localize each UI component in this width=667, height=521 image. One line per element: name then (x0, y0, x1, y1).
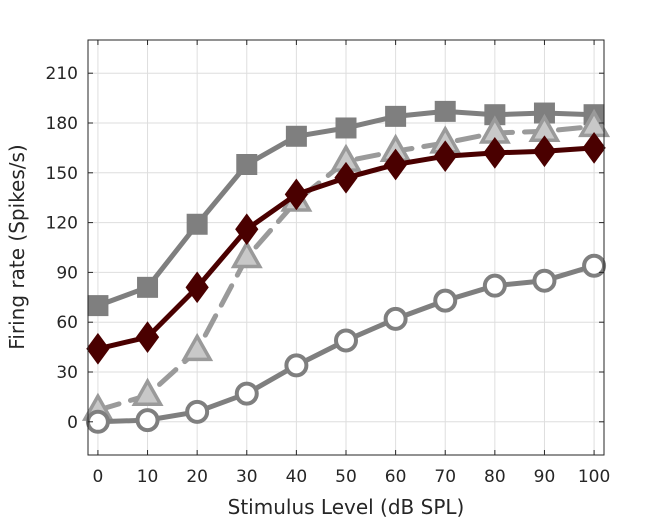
data-point-circle (532, 268, 557, 293)
data-point-diamond (235, 213, 259, 246)
x-tick-label: 70 (434, 467, 456, 487)
data-point-square (236, 154, 258, 175)
data-point-circle (234, 381, 259, 406)
data-point-square (186, 213, 208, 235)
data-point-circle (433, 288, 458, 313)
y-tick-label: 0 (67, 413, 78, 433)
tick-layer: 0 10 20 30 40 50 60 70 80 90 100 0 30 60 90 120 150 180 21… (46, 40, 610, 487)
x-tick-label: 80 (484, 467, 506, 487)
y-tick-label: 150 (46, 164, 78, 184)
data-point-circle (383, 306, 408, 331)
y-tick-label: 180 (46, 114, 78, 134)
data-point-square (434, 100, 456, 122)
x-tick-label: 20 (186, 467, 208, 487)
y-axis-label: Firing rate (Spikes/s) (5, 144, 29, 349)
y-tick-label: 120 (46, 214, 78, 234)
data-point-square (285, 125, 307, 147)
data-point-triangle (131, 377, 164, 406)
y-tick-label: 60 (56, 313, 78, 333)
series-square (87, 100, 605, 317)
data-point-circle (284, 353, 309, 378)
x-tick-label: 60 (385, 467, 407, 487)
y-tick-label: 90 (56, 263, 78, 283)
x-axis-label: Stimulus Level (dB SPL) (228, 495, 465, 519)
x-tick-label: 100 (578, 467, 610, 487)
data-point-circle (185, 399, 210, 424)
data-point-diamond (582, 132, 606, 164)
data-point-square (335, 117, 357, 139)
data-point-diamond (483, 137, 507, 169)
data-point-diamond (284, 178, 309, 211)
data-point-diamond (86, 332, 110, 365)
data-point-diamond (334, 161, 358, 194)
data-point-triangle (181, 332, 214, 362)
x-tick-label: 90 (534, 467, 556, 487)
series-layer (81, 100, 611, 434)
x-tick-label: 40 (286, 467, 308, 487)
data-point-diamond (433, 140, 457, 173)
y-tick-label: 210 (46, 64, 78, 84)
data-point-square (385, 105, 407, 127)
y-tick-label: 30 (56, 363, 78, 383)
data-point-square (137, 276, 159, 298)
x-tick-label: 0 (93, 467, 104, 487)
data-point-square (87, 295, 109, 317)
data-point-triangle (230, 239, 263, 269)
data-point-diamond (532, 135, 557, 168)
data-point-diamond (383, 148, 408, 181)
x-tick-label: 30 (236, 467, 258, 487)
x-tick-label: 10 (137, 467, 159, 487)
series-diamond (86, 132, 606, 365)
data-point-circle (334, 328, 358, 353)
data-point-diamond (135, 321, 160, 353)
data-point-circle (135, 408, 160, 433)
data-point-diamond (185, 271, 209, 304)
x-tick-label: 50 (335, 467, 357, 487)
data-point-circle (482, 273, 507, 298)
